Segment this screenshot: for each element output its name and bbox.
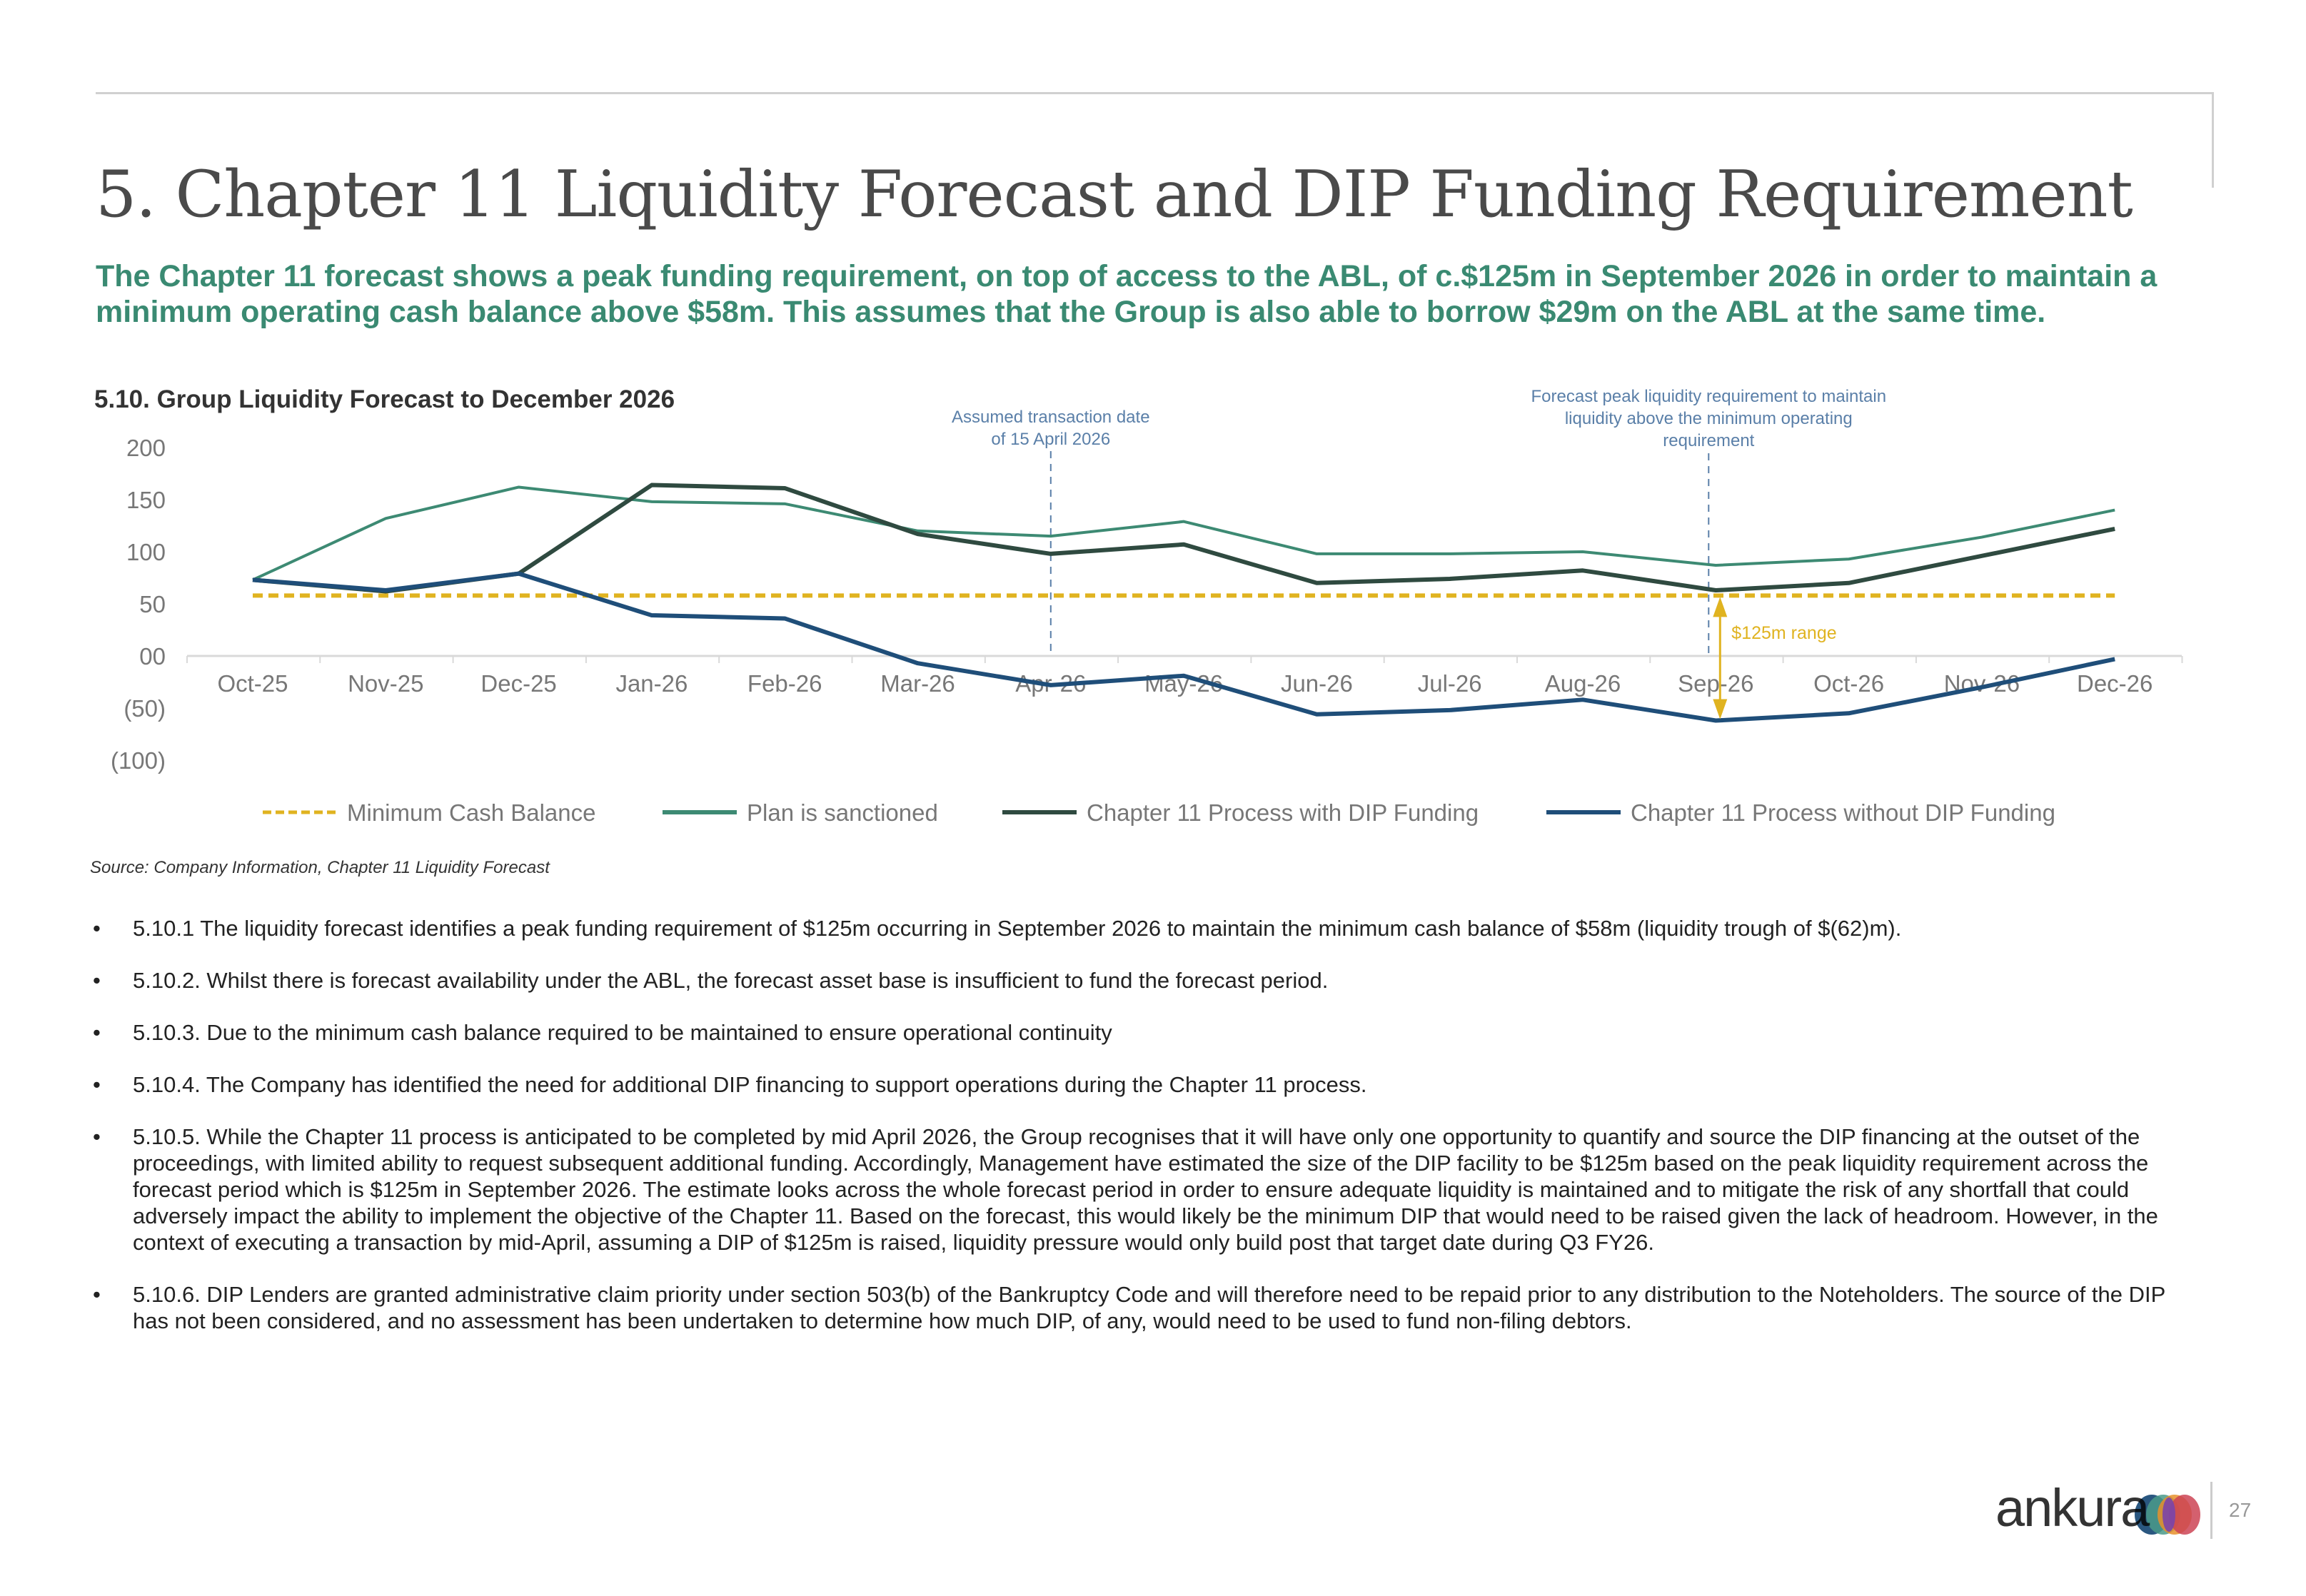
y-tick-label: (50) xyxy=(124,695,166,722)
legend-label: Minimum Cash Balance xyxy=(347,799,595,826)
x-tick-label: Jan-26 xyxy=(615,670,688,697)
page-title: 5. Chapter 11 Liquidity Forecast and DIP… xyxy=(96,157,2133,232)
annotation-peak-requirement: Forecast peak liquidity requirement to m… xyxy=(1531,387,1887,406)
series-line-chapter-11-process-without-dip-funding xyxy=(252,571,2115,723)
x-tick-label: Oct-25 xyxy=(217,670,288,697)
x-tick-label: Aug-26 xyxy=(1545,670,1621,697)
x-tick-label: Mar-26 xyxy=(880,670,955,697)
bullet-item: 5.10.2. Whilst there is forecast availab… xyxy=(93,967,2199,994)
x-tick-label: Jun-26 xyxy=(1281,670,1353,697)
y-tick-label: 00 xyxy=(139,643,166,670)
bullet-list: 5.10.1 The liquidity forecast identifies… xyxy=(93,915,2199,1360)
range-label: $125m range xyxy=(1731,623,1836,643)
x-tick-label: Dec-25 xyxy=(480,670,556,697)
x-tick-label: Feb-26 xyxy=(747,670,822,697)
page-number-separator xyxy=(2210,1482,2212,1539)
x-tick-label: Nov-25 xyxy=(348,670,423,697)
y-tick-label: 50 xyxy=(139,591,166,617)
source-note: Source: Company Information, Chapter 11 … xyxy=(90,858,550,877)
series-line-plan-is-sanctioned xyxy=(252,485,2115,582)
annotation-peak-requirement: requirement xyxy=(1663,431,1754,450)
ankura-logo-text: ankura xyxy=(1995,1478,2150,1537)
bullet-item: 5.10.4. The Company has identified the n… xyxy=(93,1071,2199,1098)
page-subtitle: The Chapter 11 forecast shows a peak fun… xyxy=(96,259,2158,329)
top-rule xyxy=(96,92,2213,94)
range-arrow-down-icon xyxy=(1713,699,1728,719)
legend-label: Plan is sanctioned xyxy=(747,799,938,826)
y-tick-label: 150 xyxy=(126,487,166,513)
page-number: 27 xyxy=(2229,1499,2252,1521)
bullet-item: 5.10.5. While the Chapter 11 process is … xyxy=(93,1123,2199,1256)
x-tick-label: Oct-26 xyxy=(1813,670,1884,697)
y-tick-label: (100) xyxy=(111,747,166,774)
annotation-transaction-date: of 15 April 2026 xyxy=(991,430,1110,449)
annotation-peak-requirement: liquidity above the minimum operating xyxy=(1565,409,1853,428)
y-tick-label: 100 xyxy=(126,539,166,565)
y-tick-label: 200 xyxy=(126,435,166,461)
bullet-item: 5.10.3. Due to the minimum cash balance … xyxy=(93,1019,2199,1046)
x-tick-label: Jul-26 xyxy=(1418,670,1482,697)
legend-label: Chapter 11 Process without DIP Funding xyxy=(1631,799,2055,826)
top-right-rule xyxy=(2212,92,2214,188)
legend-label: Chapter 11 Process with DIP Funding xyxy=(1087,799,1479,826)
liquidity-chart: 200 150 100 50 00 (50) (100) Oct-25 Nov-25 Dec-25… xyxy=(111,387,2183,826)
series-line-chapter-11-process-with-dip-funding xyxy=(252,483,2115,594)
ankura-logo-icon xyxy=(2135,1495,2200,1535)
bullet-item: 5.10.6. DIP Lenders are granted administ… xyxy=(93,1281,2199,1334)
annotation-transaction-date: Assumed transaction date xyxy=(952,408,1150,427)
x-tick-label: Dec-26 xyxy=(2077,670,2153,697)
bullet-item: 5.10.1 The liquidity forecast identifies… xyxy=(93,915,2199,941)
chart-title: 5.10. Group Liquidity Forecast to Decemb… xyxy=(94,385,675,413)
x-tick-label: Sep-26 xyxy=(1678,670,1753,697)
range-arrow-up-icon xyxy=(1713,597,1728,617)
